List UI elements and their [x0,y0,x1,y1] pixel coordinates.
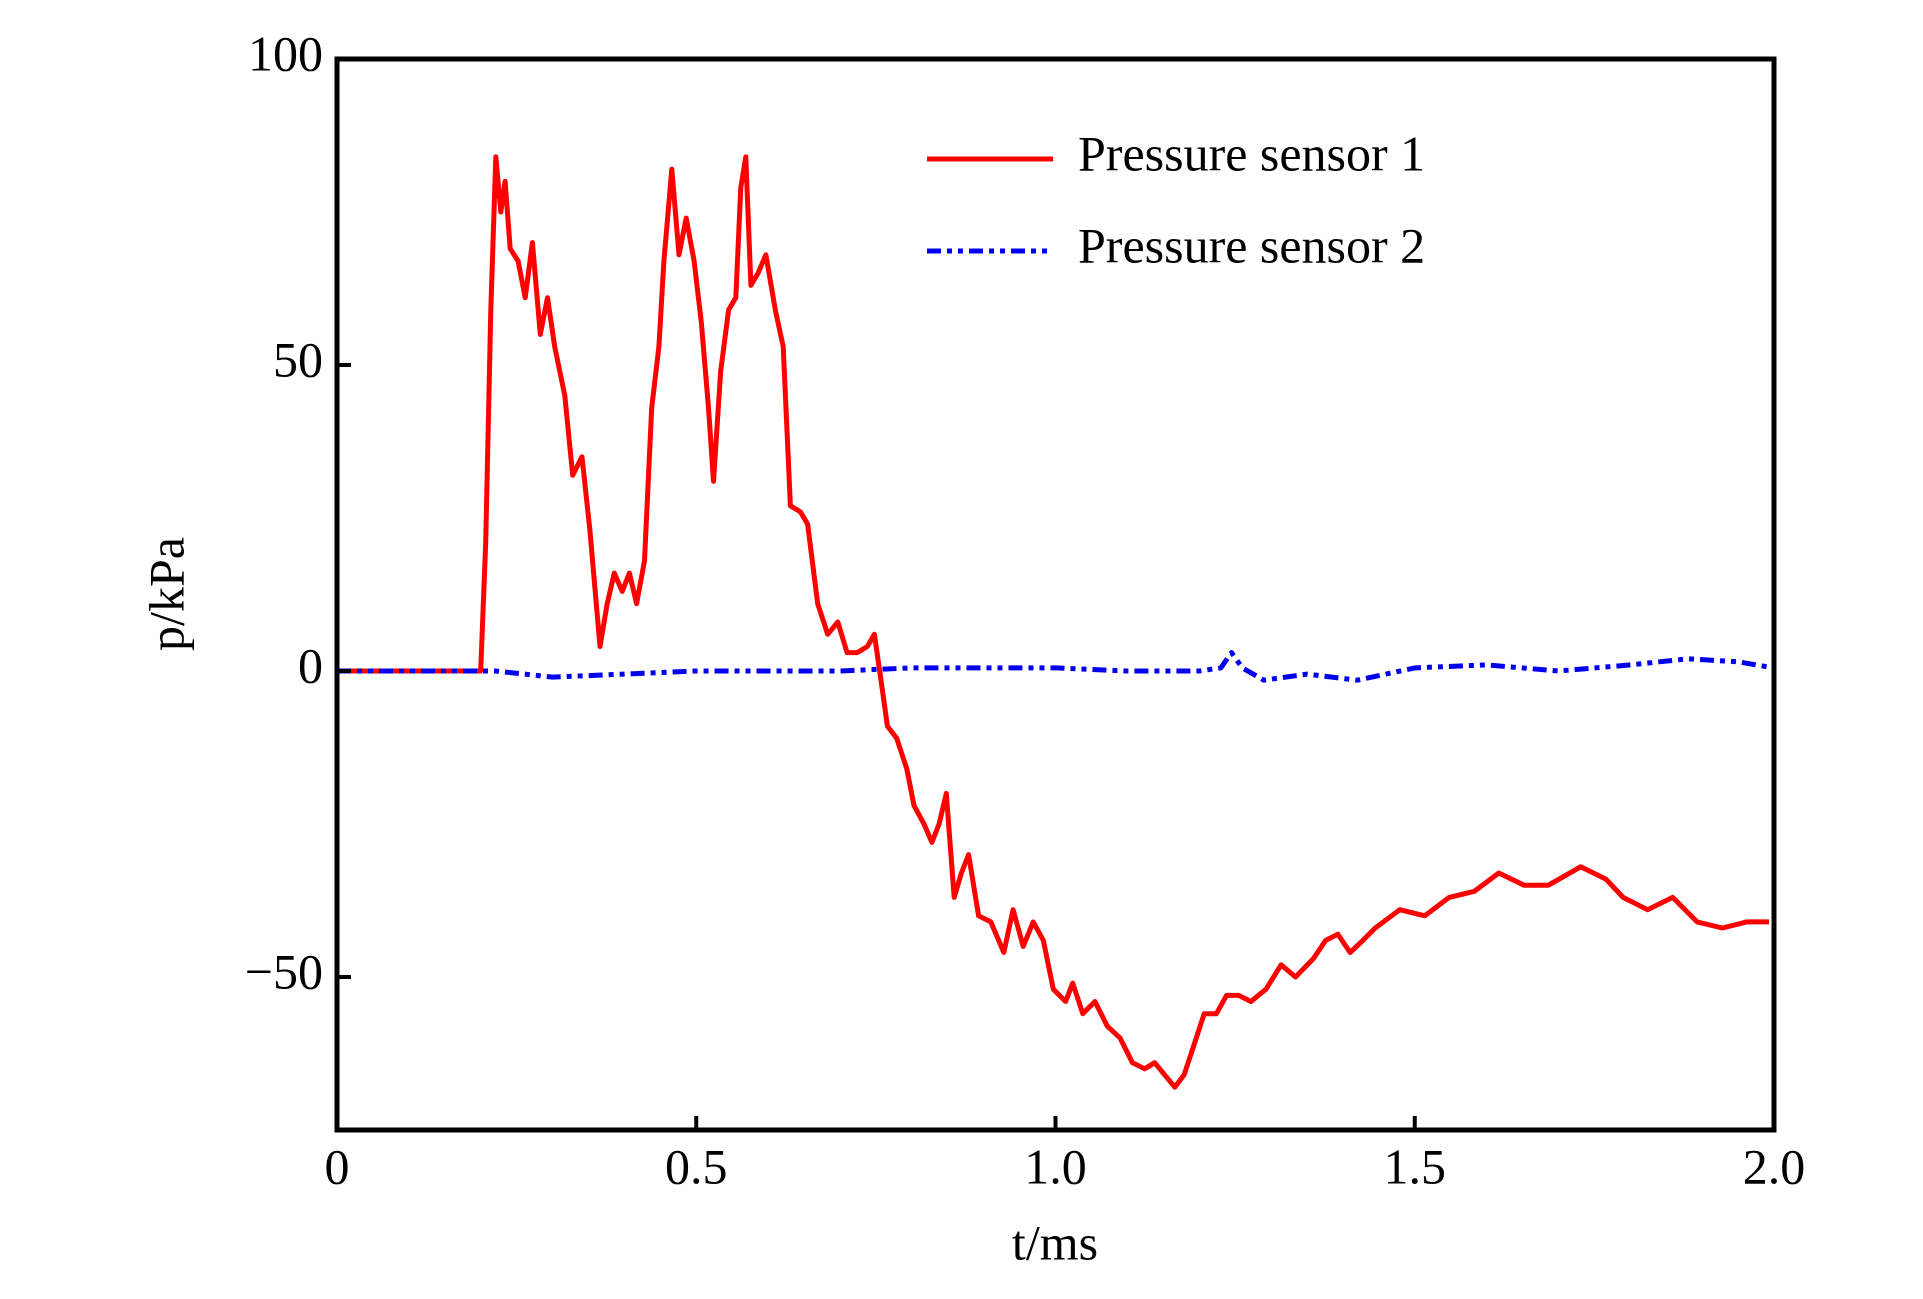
x-axis-label: t/ms [1012,1214,1098,1270]
y-tick-label: 0 [298,637,323,693]
x-tick-label: 2.0 [1743,1138,1806,1194]
legend-label: Pressure sensor 2 [1078,217,1425,273]
data-line [337,650,1774,683]
plot-frame [334,56,1777,1133]
x-tick-label: 1.0 [1024,1138,1087,1194]
y-tick-label: −50 [245,943,323,999]
x-tick-label: 1.5 [1384,1138,1447,1194]
legend-label: Pressure sensor 1 [1078,125,1425,181]
x-tick-label: 0.5 [665,1138,728,1194]
y-tick-label: 100 [248,25,323,81]
x-tick-label: 0 [325,1138,350,1194]
y-tick-label: 50 [273,331,323,387]
data-line [337,154,1769,1090]
y-axis-label: p/kPa [138,537,194,651]
